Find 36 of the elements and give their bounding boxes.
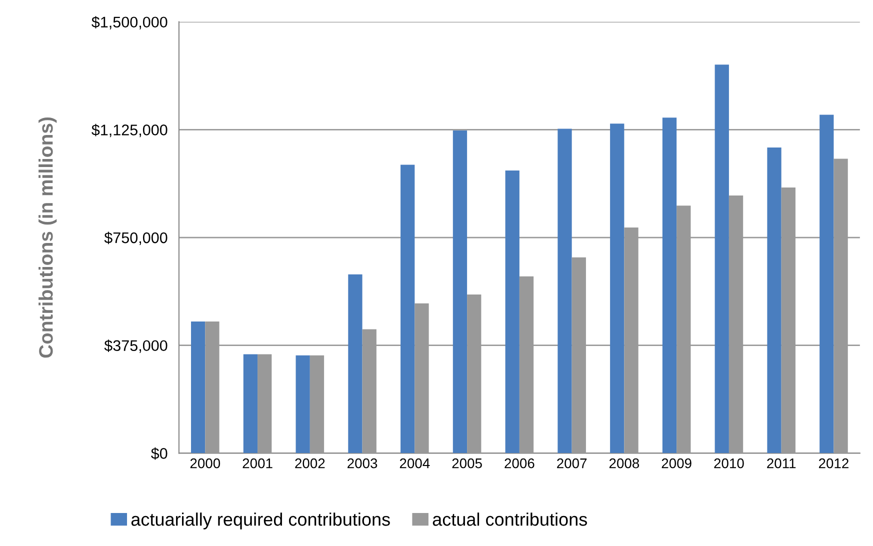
legend-label: actuarially required contributions [131,512,390,530]
x-tick-label: 2008 [609,458,640,468]
x-tick-label: 2000 [190,458,220,468]
bar [662,118,677,454]
x-tick-label: 2009 [662,458,692,468]
bar [243,354,258,454]
bar [258,354,272,454]
legend-label: actual contributions [432,512,587,526]
bar [191,321,206,454]
bar [505,170,520,454]
bar [400,164,415,454]
x-tick-label: 2001 [242,458,272,468]
x-tick-label: 2011 [767,458,796,468]
y-tick-label: $1,125,000 [92,124,168,138]
y-axis-title: Contributions (in millions) [38,117,57,358]
x-tick-label: 2010 [714,458,744,468]
bar [820,114,834,454]
bar [714,64,729,454]
x-tick-label: 2006 [504,458,534,468]
bar [610,124,624,454]
bar [452,130,468,454]
y-tick-label: $0 [151,447,168,460]
bar [310,355,324,454]
x-tick-label: 2002 [295,458,325,468]
y-tick-label: $375,000 [104,340,168,353]
x-tick-label: 2004 [400,458,430,468]
y-tick-label: $1,500,000 [92,16,168,30]
bar [767,148,782,454]
bar [296,355,310,454]
y-tick-label: $750,000 [104,232,168,245]
x-tick-label: 2005 [452,458,482,468]
x-tick-label: 2012 [818,458,848,468]
bar [558,128,572,454]
x-tick-label: 2007 [557,458,587,468]
x-tick-label: 2003 [348,458,378,468]
bar [348,274,362,454]
